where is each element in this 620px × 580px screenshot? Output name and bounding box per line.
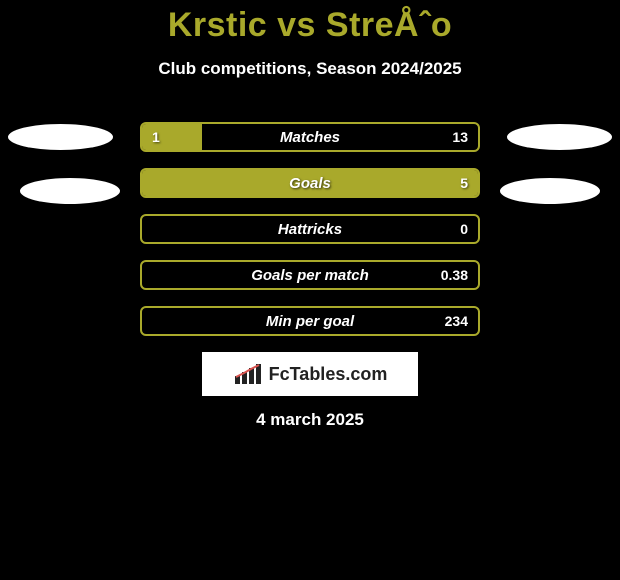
stat-value-right: 13 [452,124,468,150]
stats-panel: 1 Matches 13 Goals 5 Hattricks 0 Goals p… [140,122,480,352]
stat-row-matches: 1 Matches 13 [140,122,480,152]
stat-row-min-per-goal: Min per goal 234 [140,306,480,336]
stat-row-goals-per-match: Goals per match 0.38 [140,260,480,290]
stat-row-goals: Goals 5 [140,168,480,198]
page-subtitle: Club competitions, Season 2024/2025 [0,59,620,79]
stat-row-hattricks: Hattricks 0 [140,214,480,244]
decor-ellipse-bottom-left [20,178,120,204]
decor-ellipse-top-left [8,124,113,150]
page-title: Krstic vs StreÅˆo [0,0,620,45]
stat-value-right: 234 [445,308,468,334]
stat-label: Hattricks [142,216,478,242]
stat-label: Min per goal [142,308,478,334]
stat-label: Goals per match [142,262,478,288]
date-label: 4 march 2025 [0,410,620,430]
stat-value-right: 0 [460,216,468,242]
stat-value-right: 5 [460,170,468,196]
decor-ellipse-bottom-right [500,178,600,204]
bars-icon [233,362,263,386]
decor-ellipse-top-right [507,124,612,150]
logo-box: FcTables.com [202,352,418,396]
logo-text: FcTables.com [269,364,388,385]
stat-value-right: 0.38 [441,262,468,288]
stat-value-left: 1 [152,124,160,150]
stat-fill-left [142,170,478,196]
